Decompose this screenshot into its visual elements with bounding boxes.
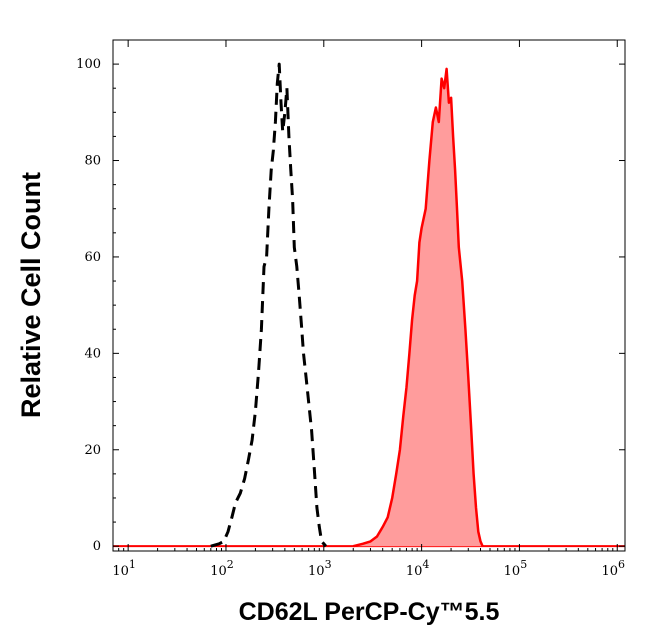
x-axis-title: CD62L PerCP-Cy™5.5	[239, 598, 500, 626]
x-tick-label: 102	[210, 558, 234, 579]
y-tick-label: 0	[93, 539, 101, 554]
plot-frame	[112, 39, 626, 552]
y-tick-label: 40	[84, 346, 101, 361]
series-1-line	[352, 67, 484, 548]
x-tick-label: 105	[504, 558, 528, 579]
series-1-area	[353, 68, 483, 547]
series-0-line	[210, 62, 328, 548]
x-tick-label: 101	[112, 558, 136, 579]
y-tick-label: 20	[84, 443, 101, 458]
x-tick-label: 103	[308, 558, 332, 579]
x-tick-label: 106	[601, 558, 625, 579]
y-tick-label: 60	[84, 250, 101, 265]
y-tick-label: 80	[84, 154, 101, 169]
y-tick-label: 100	[76, 57, 101, 72]
x-tick-label: 104	[406, 558, 430, 579]
y-axis-title: Relative Cell Count	[16, 172, 46, 418]
